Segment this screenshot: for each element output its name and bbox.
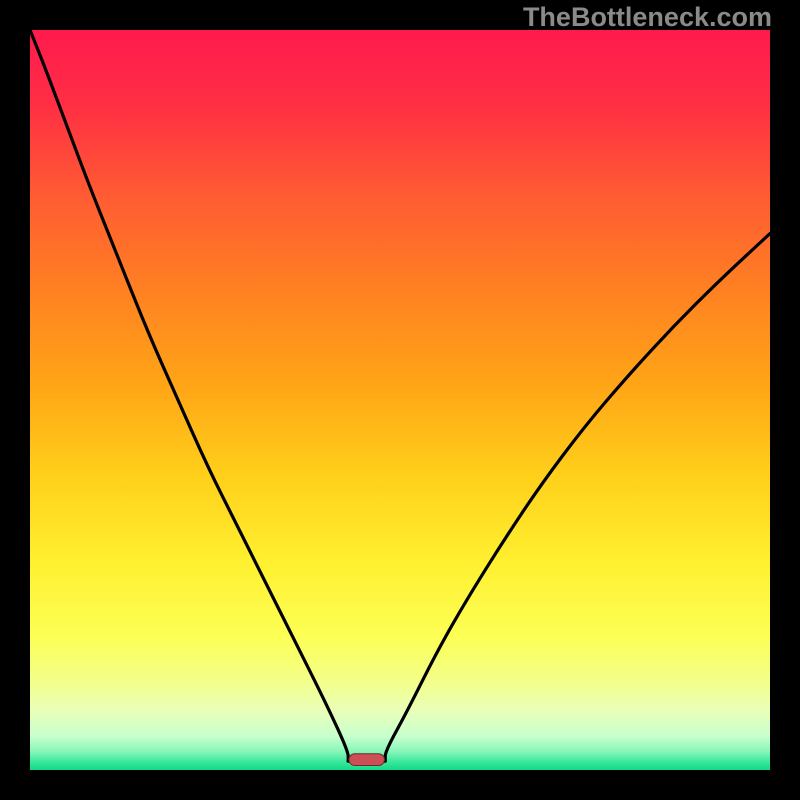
bottleneck-curve-right — [385, 234, 770, 762]
bottleneck-curve-left — [30, 30, 348, 761]
chart-svg — [30, 30, 770, 770]
watermark-text: TheBottleneck.com — [523, 2, 772, 33]
plot-area — [30, 30, 770, 770]
optimal-marker — [349, 754, 385, 766]
